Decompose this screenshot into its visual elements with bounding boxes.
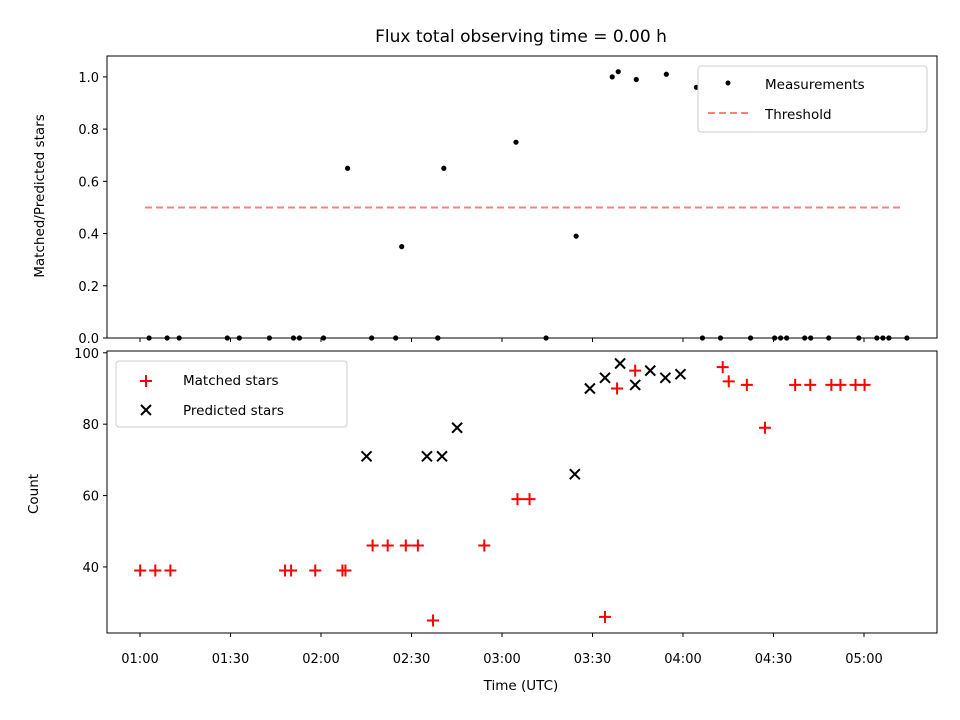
top-legend-box	[697, 65, 928, 133]
matched-star-point	[722, 375, 735, 388]
x-tick-label: 03:30	[574, 652, 611, 667]
predicted-star-point	[659, 372, 672, 384]
bottom-legend: Matched stars Predicted stars	[115, 360, 348, 428]
matched-star-point	[164, 564, 177, 577]
legend-matched-marker	[140, 375, 152, 387]
top-y-tick-label: 0.0	[78, 332, 99, 347]
measurement-point	[609, 74, 615, 80]
matched-star-point	[599, 610, 611, 623]
x-tick-label: 04:30	[755, 652, 792, 667]
matched-star-point	[858, 378, 871, 391]
predicted-star-point	[436, 450, 448, 463]
predicted-star-point	[629, 379, 641, 391]
matched-star-point	[339, 564, 352, 577]
matched-star-point	[611, 382, 624, 395]
top-y-tick-label: 0.8	[78, 123, 99, 138]
bottom-axes-frame	[106, 350, 938, 634]
top-y-axis-label: Matched/Predicted stars	[32, 114, 48, 277]
legend-predicted-marker	[140, 404, 152, 416]
count-points	[134, 357, 871, 627]
measurement-point	[441, 165, 447, 171]
measurement-point	[615, 69, 621, 75]
matched-star-point	[478, 539, 491, 552]
x-tick-label: 05:00	[845, 652, 882, 667]
x-tick-label: 01:30	[212, 652, 249, 667]
measurement-point	[663, 71, 669, 77]
bottom-legend-box	[115, 360, 348, 428]
top-legend: Measurements Threshold	[697, 65, 928, 133]
bottom-x-ticks: 01:00 01:30 02:00 02:30 03:00 03:30 04:00 04:30…	[121, 633, 883, 667]
bottom-y-ticks: 40 60 80 100	[74, 347, 107, 576]
matched-star-point	[134, 564, 147, 577]
matched-star-point	[804, 378, 817, 391]
star-count-panel: Count Time (UTC) 40 60 80 100 01:00 01:30 02:…	[26, 347, 938, 694]
matched-star-point	[366, 539, 379, 552]
x-tick-label: 04:00	[664, 652, 701, 667]
predicted-star-point	[421, 450, 433, 463]
matched-star-point	[285, 564, 298, 577]
matched-star-point	[834, 378, 847, 391]
measurement-point	[399, 244, 405, 250]
predicted-star-point	[599, 372, 611, 384]
chart-title: Flux total observing time = 0.00 h	[375, 27, 667, 47]
x-axis-label: Time (UTC)	[483, 678, 559, 694]
bottom-y-tick-label: 80	[82, 418, 99, 433]
legend-measurements-marker	[725, 80, 731, 86]
bottom-y-axis-label: Count	[26, 474, 42, 514]
measurement-points	[146, 69, 910, 341]
bottom-y-tick-label: 100	[74, 347, 99, 362]
matched-star-point	[381, 539, 394, 552]
bottom-y-tick-label: 60	[82, 490, 99, 505]
top-axes-frame	[106, 55, 938, 339]
matched-star-point	[629, 364, 642, 377]
top-y-tick-label: 0.2	[78, 280, 99, 295]
predicted-star-point	[451, 422, 463, 434]
flux-ratio-panel: Flux total observing time = 0.00 h Match…	[32, 27, 938, 347]
matched-star-point	[309, 564, 322, 577]
legend-predicted-label: Predicted stars	[183, 403, 284, 419]
legend-measurements-label: Measurements	[765, 77, 865, 93]
matched-star-point	[740, 378, 753, 391]
matched-star-point	[426, 614, 439, 627]
matched-star-point	[758, 421, 771, 434]
matched-star-point	[789, 378, 802, 391]
legend-threshold-label: Threshold	[764, 107, 832, 123]
matched-star-point	[511, 493, 524, 506]
matched-star-point	[716, 361, 729, 374]
top-y-tick-label: 0.4	[78, 228, 99, 243]
predicted-star-point	[584, 382, 596, 395]
predicted-star-point	[644, 364, 656, 377]
x-tick-label: 01:00	[121, 652, 158, 667]
matched-star-point	[399, 539, 412, 552]
legend-matched-label: Matched stars	[183, 373, 279, 389]
top-y-tick-label: 0.6	[78, 175, 99, 190]
top-y-tick-label: 1.0	[78, 71, 99, 86]
predicted-star-point	[674, 368, 687, 380]
measurement-point	[633, 76, 639, 83]
matched-star-point	[523, 493, 536, 506]
x-tick-label: 02:30	[393, 652, 430, 667]
predicted-star-point	[569, 468, 581, 480]
measurement-point	[573, 233, 579, 239]
x-tick-label: 03:00	[483, 652, 520, 667]
matched-star-point	[411, 539, 424, 552]
x-tick-label: 02:00	[302, 652, 339, 667]
matched-star-point	[149, 564, 162, 577]
measurement-point	[344, 165, 351, 171]
measurement-point	[513, 139, 519, 145]
predicted-star-point	[614, 357, 626, 370]
bottom-y-tick-label: 40	[82, 561, 99, 576]
predicted-star-point	[360, 450, 373, 463]
top-y-ticks: 0.0 0.2 0.4 0.6 0.8 1.0	[78, 71, 107, 347]
